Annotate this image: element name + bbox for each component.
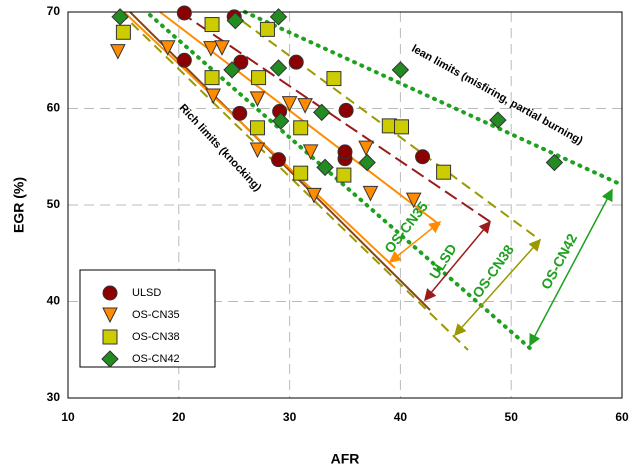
limit-line [119, 11, 469, 351]
point [214, 40, 230, 56]
point [204, 17, 220, 33]
point [362, 185, 379, 202]
point [110, 44, 126, 60]
point [226, 11, 245, 30]
point [338, 102, 354, 118]
point [176, 52, 192, 68]
y-tick-label: 70 [47, 4, 61, 18]
point [251, 70, 267, 86]
x-tick-label: 50 [505, 410, 519, 424]
point [249, 91, 266, 107]
point [358, 153, 376, 172]
legend-label: ULSD [132, 287, 161, 299]
point [436, 164, 452, 180]
point [271, 152, 287, 168]
point [545, 153, 564, 172]
legend-swatch [102, 307, 118, 324]
point [297, 98, 313, 114]
legend-label: OS-CN35 [132, 309, 180, 321]
y-axis-label: EGR (%) [11, 177, 27, 233]
annotation: ULSD [426, 241, 460, 282]
point [302, 144, 319, 161]
point [223, 61, 241, 79]
legend-label: OS-CN42 [132, 353, 180, 365]
point [259, 21, 275, 37]
annotation: lean limits (misfiring, partial burning) [409, 43, 585, 148]
y-tick-label: 50 [47, 197, 61, 211]
x-axis-label: AFR [331, 451, 360, 467]
point [111, 8, 129, 26]
point [336, 167, 352, 183]
point [288, 54, 304, 70]
point [415, 149, 431, 165]
point [489, 111, 507, 129]
y-tick-label: 30 [47, 390, 61, 404]
point [232, 105, 248, 121]
point [306, 187, 322, 204]
legend-swatch [102, 329, 118, 345]
y-tick-label: 40 [47, 294, 61, 308]
x-tick-label: 10 [61, 410, 75, 424]
annotation: Rich limits (knocking) [177, 102, 264, 194]
point [394, 119, 410, 135]
legend-swatch [102, 285, 118, 301]
point [269, 8, 288, 26]
point [204, 70, 220, 86]
point [405, 192, 422, 209]
point [281, 96, 298, 112]
point [203, 41, 219, 57]
legend-swatch [101, 350, 119, 368]
plot-frame [67, 11, 623, 399]
point [159, 40, 176, 56]
x-tick-label: 30 [283, 410, 297, 424]
point [272, 112, 290, 130]
x-tick-label: 60 [615, 410, 629, 424]
x-tick-label: 40 [394, 410, 408, 424]
x-tick-label: 20 [172, 410, 186, 424]
point [358, 140, 374, 157]
point [269, 59, 288, 77]
limit-line [243, 10, 624, 187]
legend [79, 269, 216, 368]
point [326, 71, 342, 87]
point [115, 24, 131, 40]
point [313, 103, 331, 122]
limit-line [123, 11, 396, 269]
point [233, 54, 249, 70]
point [249, 142, 266, 159]
point [316, 158, 334, 177]
point [205, 88, 221, 105]
point [293, 165, 309, 181]
y-tick-label: 60 [47, 101, 61, 115]
range-arrow [453, 238, 542, 337]
point [293, 120, 309, 136]
limit-line [179, 11, 493, 224]
range-arrow [529, 188, 613, 347]
point [391, 61, 410, 79]
annotation: OS-CN35 [381, 198, 431, 256]
point [249, 120, 265, 136]
legend-label: OS-CN38 [132, 331, 180, 343]
point [337, 144, 353, 160]
point [176, 5, 192, 21]
